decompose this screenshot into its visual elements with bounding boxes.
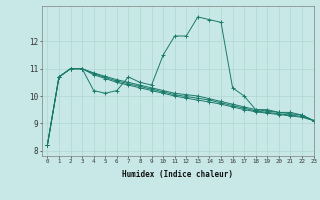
X-axis label: Humidex (Indice chaleur): Humidex (Indice chaleur) <box>122 170 233 179</box>
